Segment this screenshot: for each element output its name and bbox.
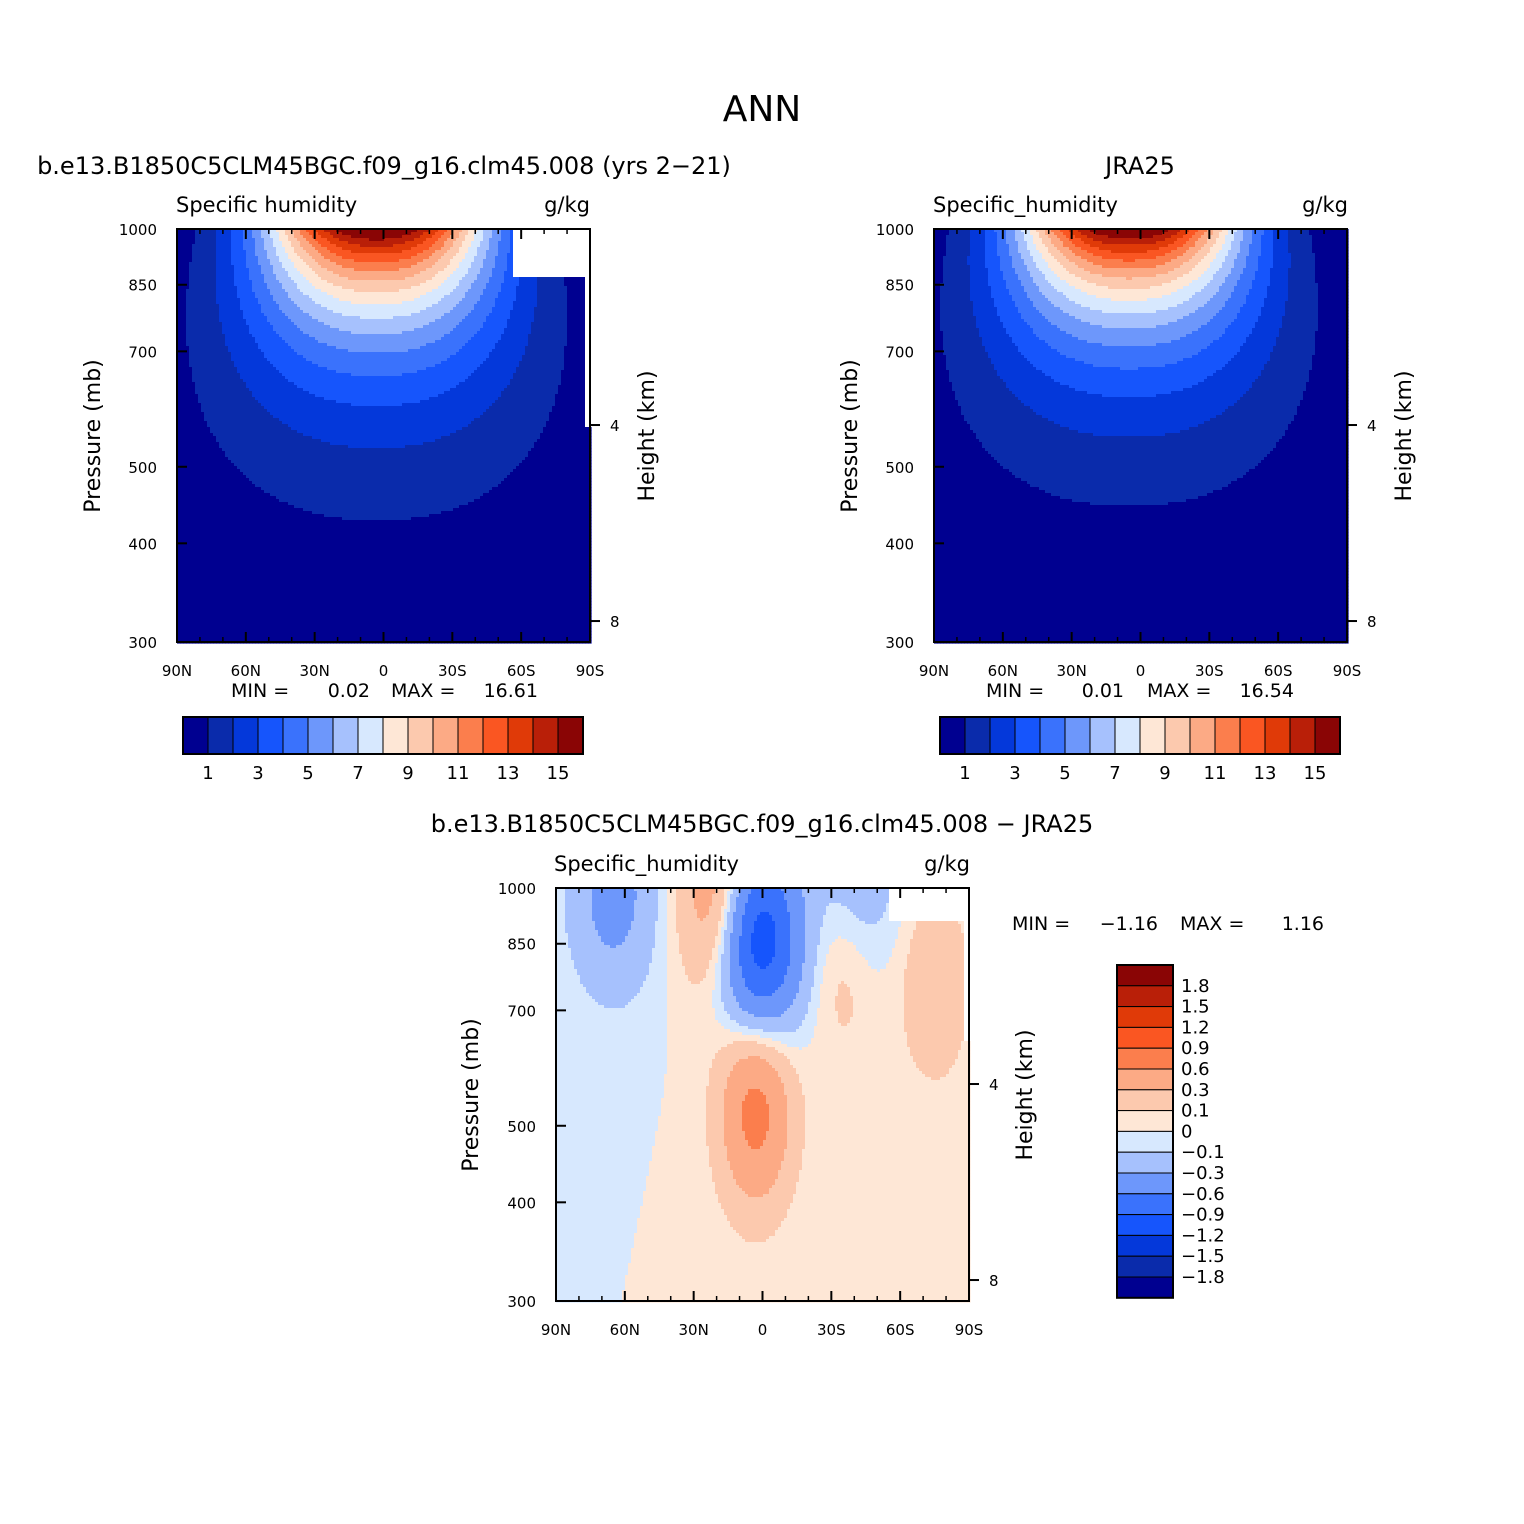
panel-model-units: g/kg: [544, 193, 590, 217]
panel-model-variable: Specific humidity: [176, 193, 357, 217]
panel-model: b.e13.B1850C5CLM45BGC.f09_g16.clm45.008 …: [37, 152, 731, 784]
panel-model-contours: [177, 229, 592, 644]
panel-model-ylabel: Pressure (mb): [81, 359, 106, 513]
panel-model-ylabel-right: Height (km): [635, 370, 660, 501]
diff-panel-title: b.e13.B1850C5CLM45BGC.f09_g16.clm45.008 …: [431, 810, 1093, 838]
panel-model-title: b.e13.B1850C5CLM45BGC.f09_g16.clm45.008 …: [37, 152, 731, 180]
figure-title: ANN: [723, 89, 802, 130]
